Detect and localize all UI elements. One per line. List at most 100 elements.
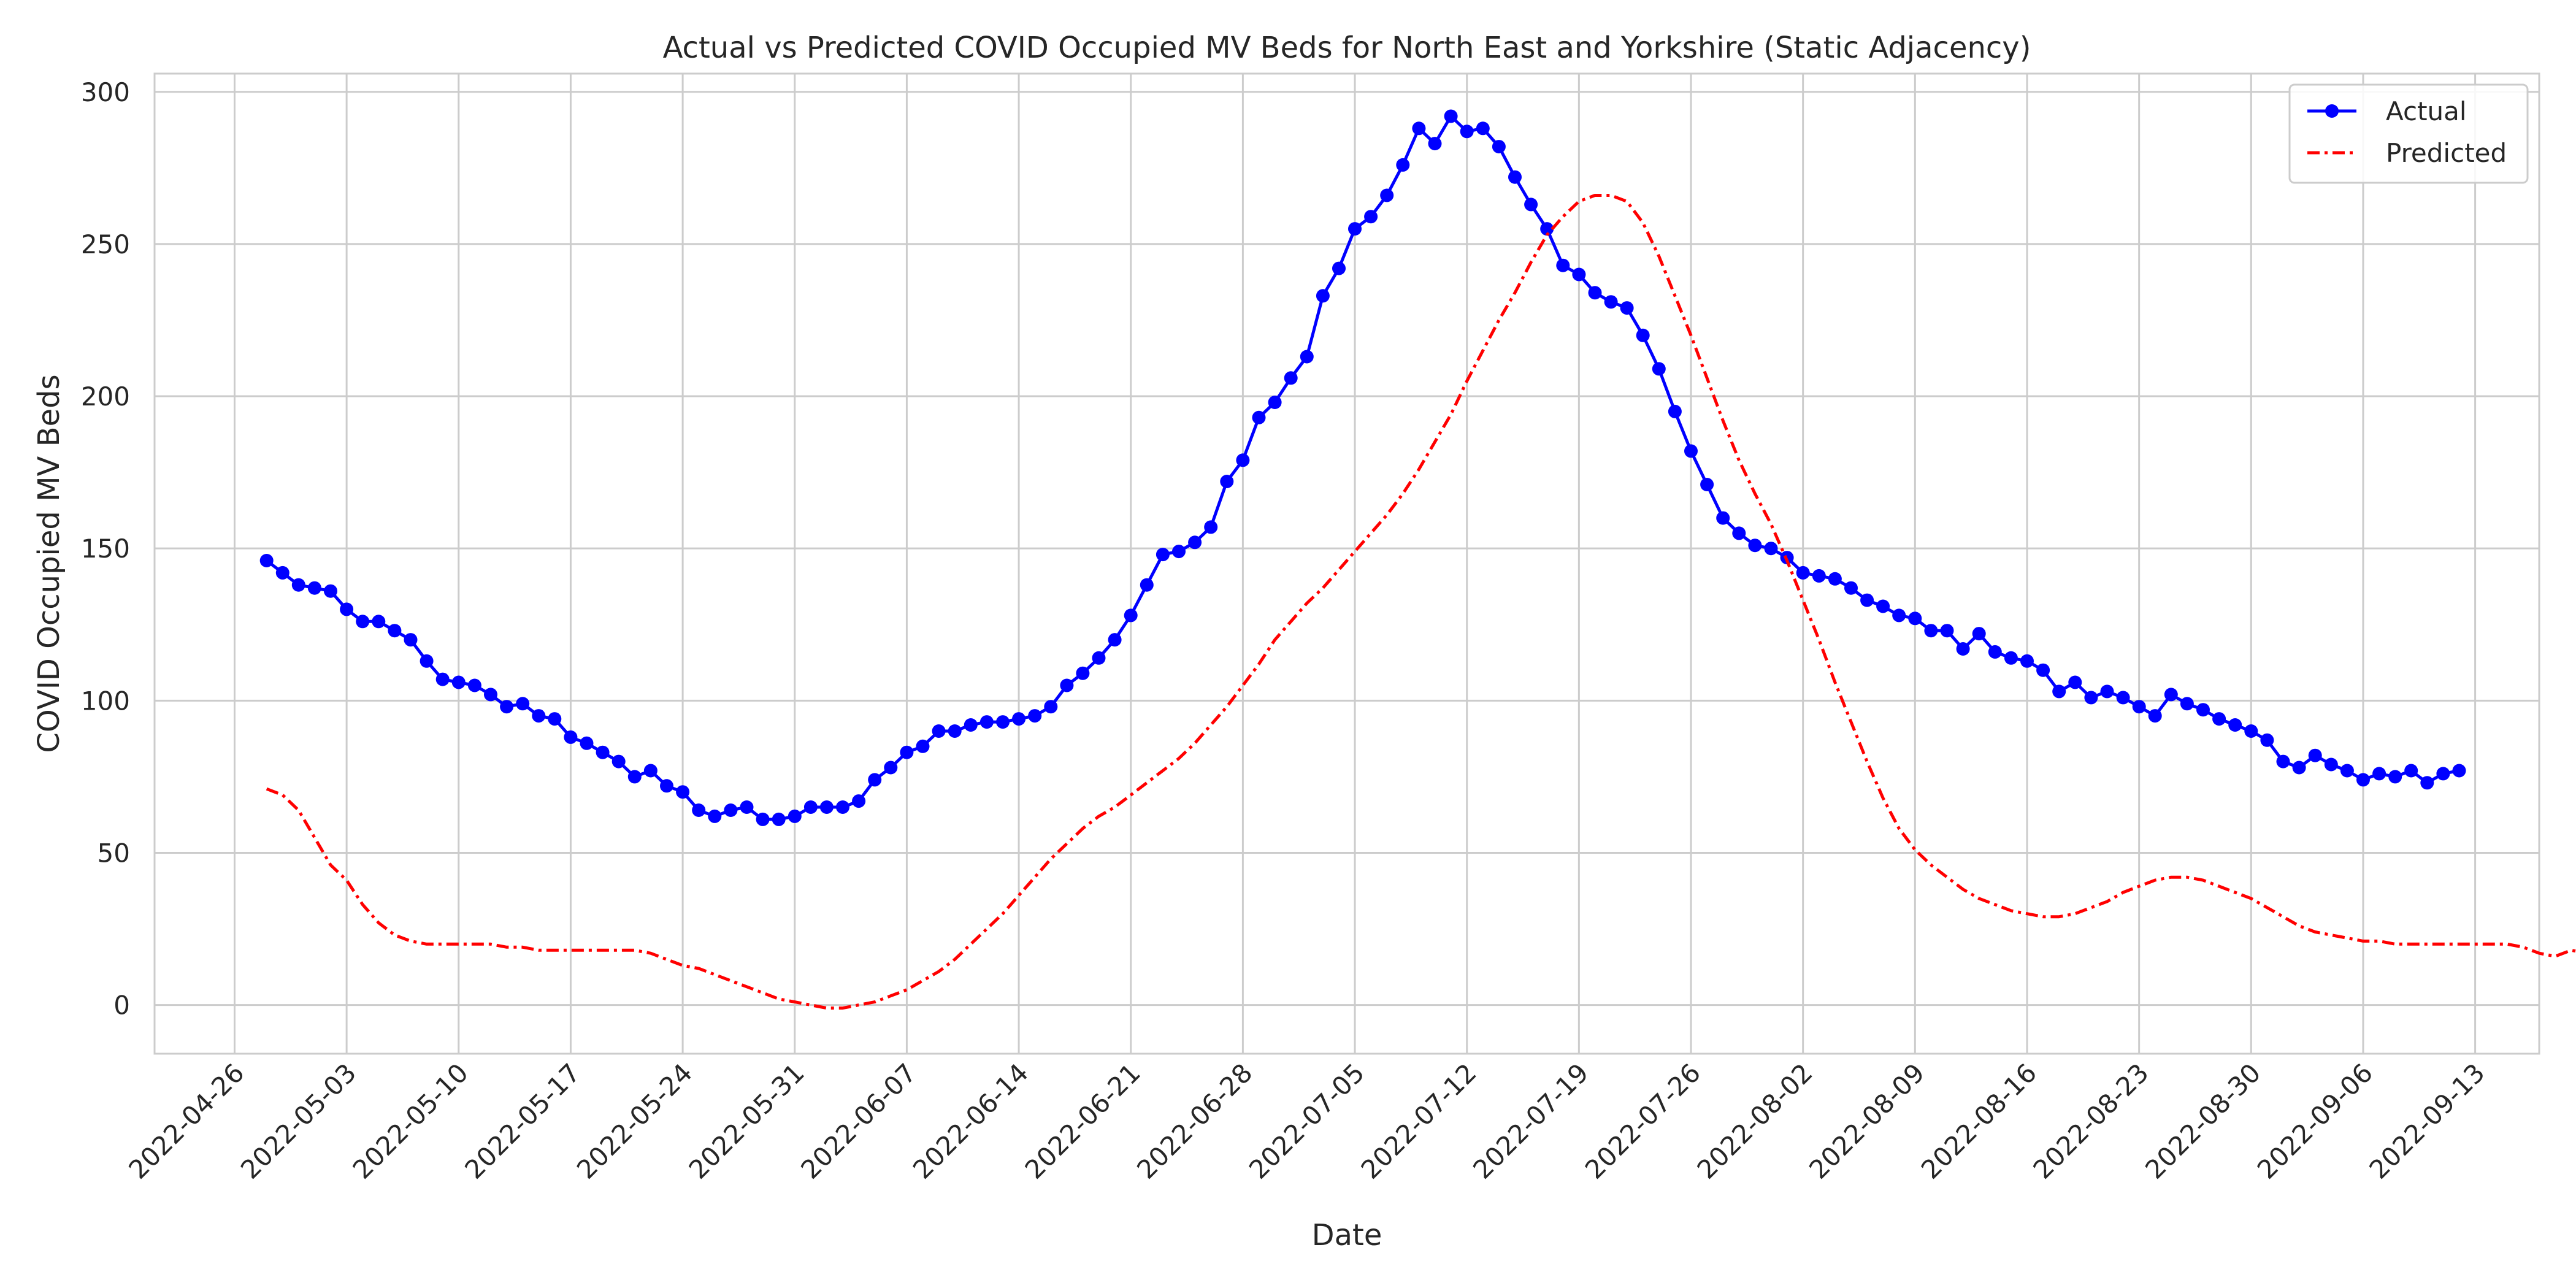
- data-point-actual: [1076, 666, 1090, 680]
- legend: Actual Predicted: [2288, 83, 2529, 184]
- data-point-actual: [2212, 712, 2226, 726]
- data-point-actual: [2068, 675, 2082, 689]
- data-point-actual: [1732, 526, 1746, 540]
- x-tick-label: 2022-04-26: [123, 1057, 250, 1184]
- data-point-actual: [611, 754, 626, 769]
- data-point-actual: [404, 633, 418, 647]
- data-point-actual: [1380, 188, 1394, 202]
- data-point-actual: [1940, 624, 1954, 638]
- x-tick-label: 2022-07-19: [1467, 1057, 1594, 1184]
- data-point-actual: [1492, 140, 1506, 154]
- x-tick-label: 2022-08-09: [1803, 1057, 1930, 1184]
- data-point-actual: [1476, 121, 1490, 136]
- data-point-actual: [2356, 773, 2370, 787]
- x-tick-label: 2022-08-02: [1692, 1057, 1819, 1184]
- data-point-actual: [596, 745, 610, 759]
- data-point-actual: [1716, 511, 1730, 525]
- data-point-actual: [1460, 125, 1474, 139]
- data-point-actual: [1140, 578, 1154, 592]
- data-point-actual: [484, 688, 497, 702]
- data-point-actual: [1172, 545, 1186, 559]
- data-point-actual: [2308, 748, 2322, 762]
- data-point-actual: [979, 715, 994, 729]
- data-point-actual: [1988, 645, 2002, 659]
- data-point-actual: [932, 724, 946, 738]
- x-tick-label: 2022-05-24: [571, 1057, 698, 1184]
- data-point-actual: [1444, 109, 1458, 123]
- series-line-predicted: [266, 194, 2576, 1010]
- x-tick-label: 2022-05-10: [347, 1057, 474, 1184]
- data-point-actual: [803, 800, 818, 814]
- data-point-actual: [1524, 197, 1538, 212]
- data-point-actual: [2340, 764, 2354, 778]
- data-point-actual: [2436, 767, 2450, 781]
- x-tick-label: 2022-08-16: [1915, 1057, 2042, 1184]
- data-point-actual: [356, 615, 370, 629]
- data-point-actual: [1812, 569, 1826, 583]
- legend-actual-marker: [2325, 104, 2339, 118]
- data-point-actual: [2164, 688, 2178, 702]
- data-point-actual: [1796, 565, 1810, 580]
- y-tick-label: 300: [81, 77, 130, 107]
- data-point-actual: [1892, 608, 1906, 623]
- data-point-actual: [2036, 663, 2050, 677]
- x-tick-label: 2022-06-07: [795, 1057, 922, 1184]
- data-point-actual: [1748, 539, 1762, 553]
- data-point-actual: [2452, 764, 2466, 778]
- y-tick-label: 0: [113, 991, 130, 1021]
- x-tick-label: 2022-07-26: [1579, 1057, 1706, 1184]
- data-point-actual: [1300, 350, 1314, 364]
- data-point-actual: [2196, 703, 2210, 717]
- data-point-actual: [964, 718, 978, 732]
- data-point-actual: [996, 715, 1010, 729]
- data-point-actual: [1252, 410, 1266, 424]
- data-point-actual: [2260, 733, 2274, 747]
- data-point-actual: [1044, 700, 1058, 714]
- data-point-actual: [1396, 158, 1410, 172]
- data-point-actual: [1652, 362, 1666, 376]
- data-point-actual: [1028, 709, 1042, 723]
- data-point-actual: [1764, 542, 1778, 556]
- data-point-actual: [1188, 535, 1202, 550]
- data-point-actual: [2132, 700, 2146, 714]
- data-point-actual: [1572, 267, 1586, 282]
- data-point-actual: [2084, 691, 2098, 705]
- x-axis-ticks: 2022-04-262022-05-032022-05-102022-05-17…: [123, 1057, 2490, 1184]
- x-tick-label: 2022-05-31: [683, 1057, 810, 1184]
- data-point-actual: [2004, 651, 2018, 665]
- x-tick-label: 2022-07-05: [1243, 1057, 1370, 1184]
- x-tick-label: 2022-06-14: [907, 1057, 1034, 1184]
- data-point-actual: [1108, 633, 1122, 647]
- data-point-actual: [1124, 608, 1138, 623]
- data-point-actual: [291, 578, 305, 592]
- data-point-actual: [1828, 572, 1842, 586]
- chart-title: Actual vs Predicted COVID Occupied MV Be…: [663, 31, 2031, 65]
- x-tick-label: 2022-05-17: [459, 1057, 586, 1184]
- y-tick-label: 50: [98, 838, 130, 868]
- data-point-actual: [1332, 261, 1346, 275]
- data-point-actual: [724, 803, 738, 817]
- data-point-actual: [819, 800, 834, 814]
- x-tick-label: 2022-08-23: [2027, 1057, 2154, 1184]
- x-tick-label: 2022-06-28: [1131, 1057, 1258, 1184]
- data-point-actual: [2244, 724, 2258, 738]
- data-point-actual: [340, 602, 354, 616]
- data-point-actual: [1156, 548, 1170, 562]
- data-point-actual: [660, 779, 673, 793]
- x-tick-label: 2022-09-13: [2363, 1057, 2490, 1184]
- data-point-actual: [548, 712, 562, 726]
- plot-background: [155, 74, 2539, 1054]
- data-point-actual: [1588, 286, 1602, 300]
- data-point-actual: [1556, 258, 1570, 272]
- data-point-actual: [1668, 404, 1682, 418]
- grid: [155, 74, 2539, 1054]
- data-point-actual: [2404, 764, 2418, 778]
- data-point-actual: [916, 739, 930, 753]
- data-point-actual: [1364, 210, 1378, 224]
- data-point-actual: [2292, 761, 2306, 775]
- data-point-actual: [1012, 712, 1026, 726]
- data-point-actual: [2388, 770, 2402, 784]
- data-point-actual: [1684, 444, 1698, 458]
- data-point-actual: [2052, 684, 2066, 699]
- data-point-actual: [420, 654, 434, 668]
